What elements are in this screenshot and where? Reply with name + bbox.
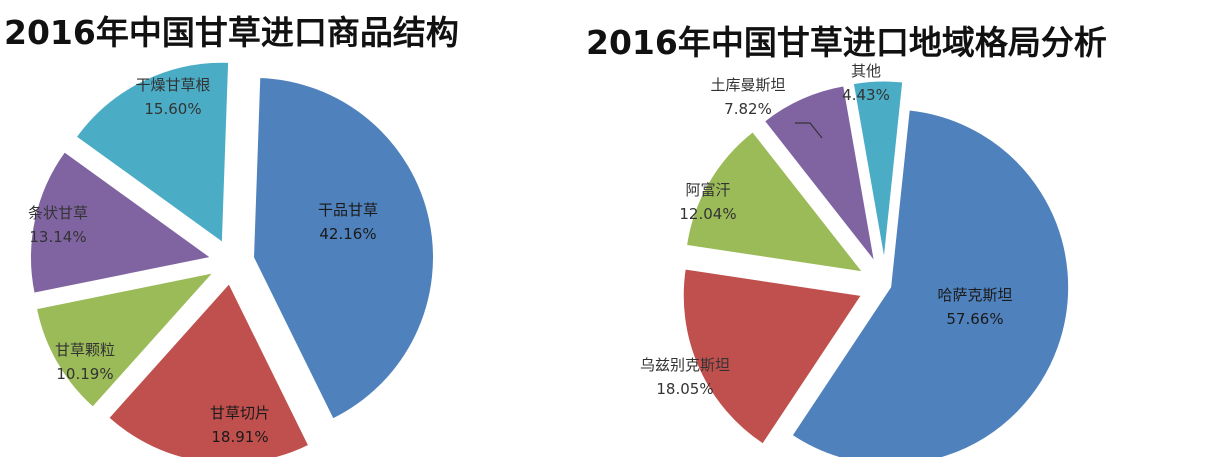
slice-label-name: 乌兹别克斯坦 (640, 356, 730, 374)
pie-chart-region: 哈萨克斯坦 57.66% 乌兹别克斯坦 18.05% 阿富汗 12.04% 土库曼斯坦 7.8… (640, 62, 1070, 457)
slice-label-value: 12.04% (679, 205, 736, 223)
slice-label-name: 其他 (851, 62, 881, 80)
slice-label-value: 15.60% (144, 100, 201, 118)
pie-slice-commodity-2 (35, 272, 215, 408)
slice-label-name: 阿富汗 (685, 181, 730, 199)
slice-label-name: 干品甘草 (318, 201, 378, 219)
slice-label-value: 18.91% (211, 428, 268, 446)
pie-slice-commodity-0 (253, 76, 435, 420)
slice-label-value: 13.14% (29, 228, 86, 246)
pie-chart-commodity: 干品甘草 42.16% 甘草切片 18.91% 甘草颗粒 10.19% 条状甘草 13.14%… (28, 61, 435, 457)
pie-slice-commodity-1 (108, 282, 310, 457)
slice-label-value: 7.82% (724, 100, 772, 118)
pie-slice-region-3 (763, 85, 875, 262)
pie-slice-region-0 (791, 109, 1070, 457)
leader-line (795, 122, 823, 139)
slice-label-name: 干燥甘草根 (135, 76, 210, 94)
pie-slice-region-1 (682, 268, 863, 445)
chart-title-commodity: 2016年中国甘草进口商品结构 (4, 13, 459, 52)
pie-slice-region-4 (852, 80, 904, 260)
pie-slice-region-2 (685, 131, 864, 273)
slice-label-name: 甘草颗粒 (55, 341, 115, 359)
slice-label-name: 条状甘草 (28, 204, 88, 222)
pie-slice-commodity-4 (75, 61, 230, 244)
slice-label-name: 甘草切片 (210, 404, 270, 422)
slice-label-value: 42.16% (319, 225, 376, 243)
slice-label-value: 4.43% (842, 86, 890, 104)
slice-label-value: 18.05% (656, 380, 713, 398)
slice-label-value: 57.66% (946, 310, 1003, 328)
pie-slice-commodity-3 (30, 151, 212, 294)
slice-label-name: 哈萨克斯坦 (937, 286, 1012, 304)
chart-title-region: 2016年中国甘草进口地域格局分析 (586, 23, 1107, 62)
slice-label-name: 土库曼斯坦 (710, 76, 785, 94)
slice-label-value: 10.19% (56, 365, 113, 383)
